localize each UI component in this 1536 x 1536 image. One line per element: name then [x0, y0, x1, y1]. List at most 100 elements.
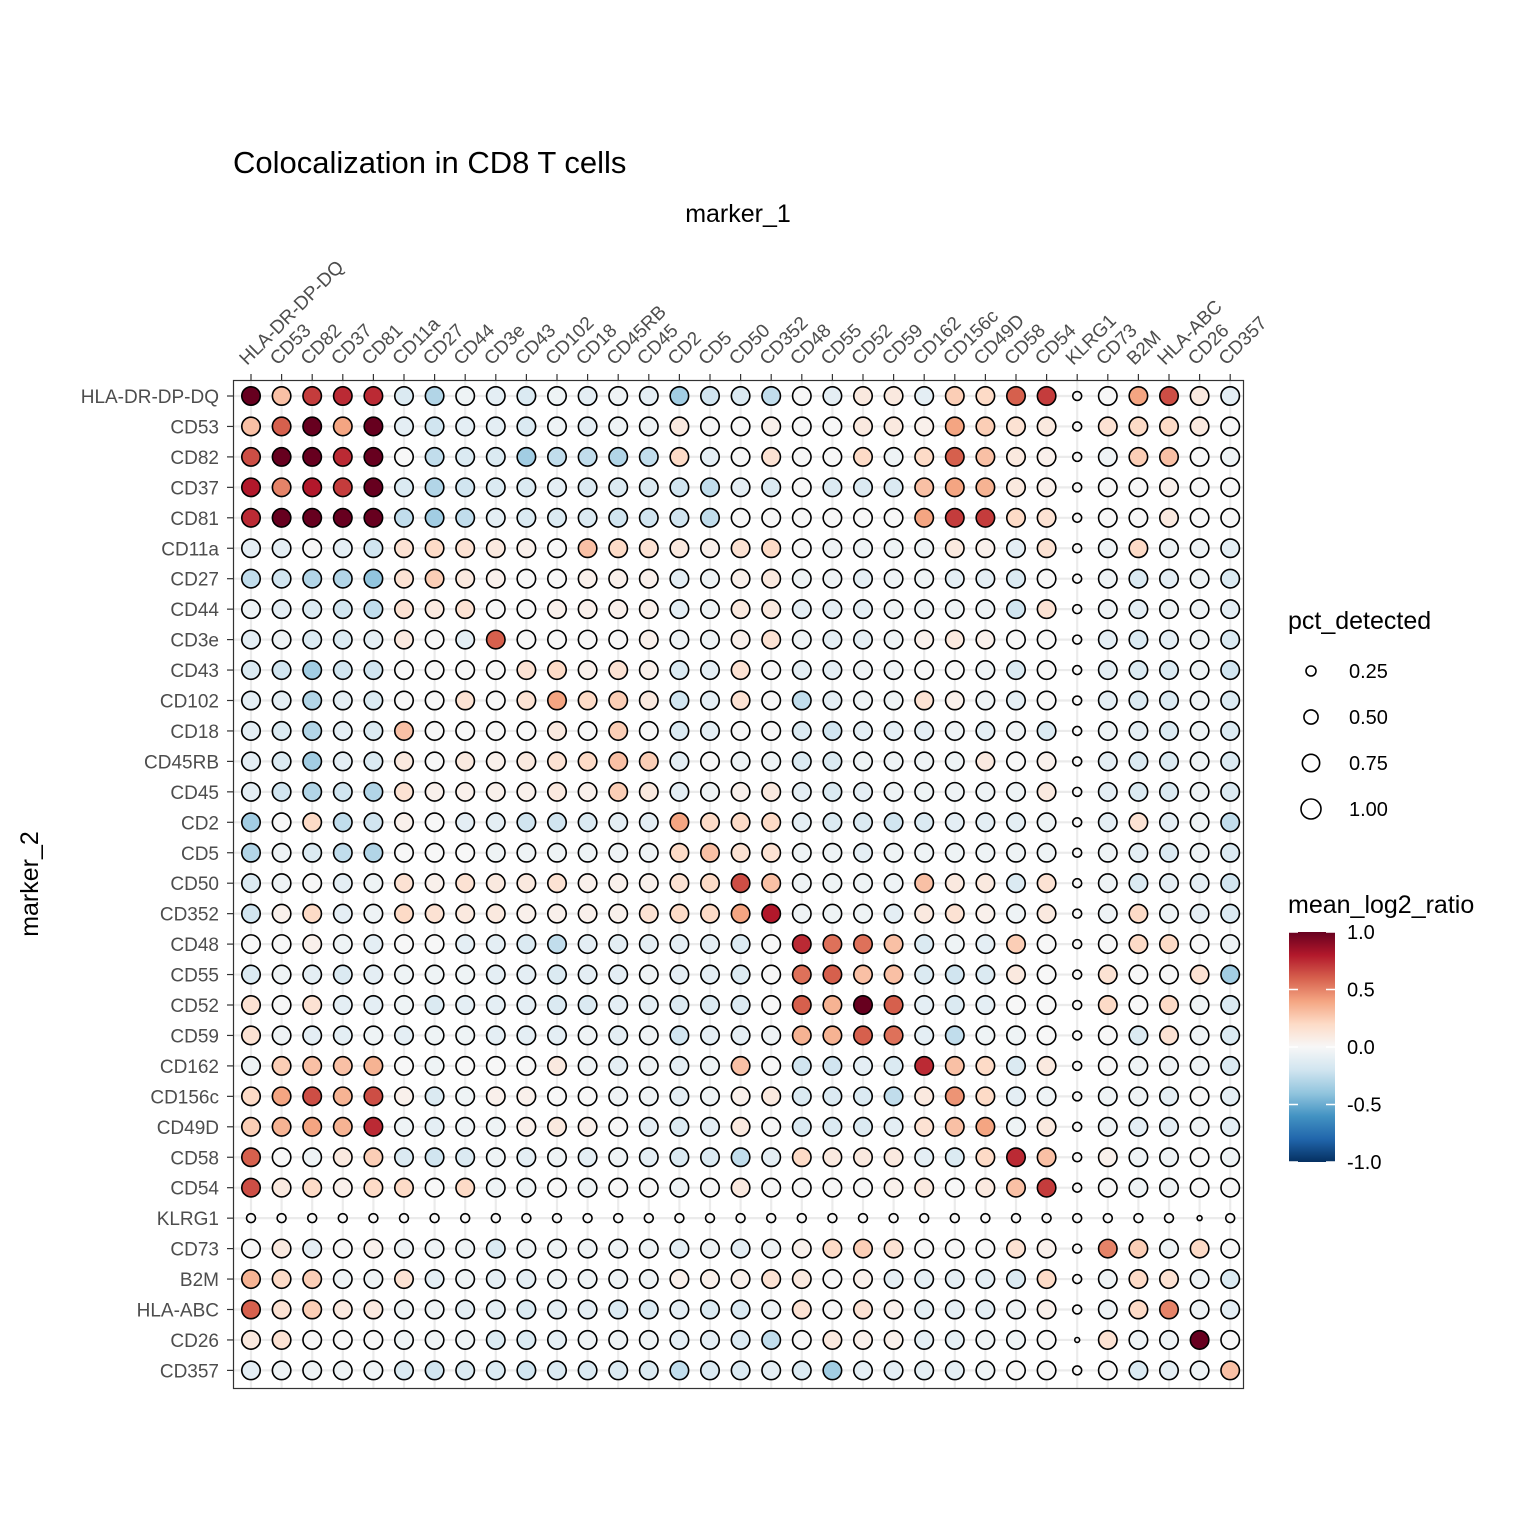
dot-CD352-CD18 [761, 720, 782, 741]
dot-CD81-CD45RB [363, 751, 384, 772]
dot-CD37-HLA-ABC [332, 1299, 353, 1320]
dot-CD48-HLA-DR-DP-DQ [791, 385, 812, 407]
dot-CD55-CD11a [822, 538, 843, 559]
dot-CD44-HLA-DR-DP-DQ [455, 385, 476, 407]
dot-CD2-CD59 [669, 1025, 690, 1046]
y-tick-label: CD43 [170, 661, 219, 682]
dot-CD54-CD82 [1036, 446, 1057, 467]
dot-CD50-CD5 [730, 842, 751, 863]
dot-CD352-CD102 [761, 690, 782, 711]
dot-CD102-CD102 [546, 690, 568, 711]
dot-CD52-CD52 [852, 994, 874, 1016]
dot-CD44-CD162 [455, 1055, 476, 1076]
dot-CD43-CD18 [516, 720, 537, 741]
dot-CD11a-CD18 [393, 720, 415, 741]
dot-CD3e-CD73 [485, 1238, 506, 1259]
dot-CD58-CD162 [1005, 1055, 1027, 1076]
dot-CD82-CD156c [302, 1086, 323, 1107]
size-legend-title: pct_detected [1288, 607, 1431, 635]
dot-CD54-B2M [1036, 1269, 1057, 1290]
dot-CD44-CD50 [455, 873, 476, 894]
dot-CD45RB-CD52 [608, 994, 629, 1016]
dot-CD26-CD48 [1189, 934, 1210, 955]
dot-CD81-CD43 [363, 660, 384, 681]
dot-HLA-DR-DP-DQ-CD156c [240, 1086, 262, 1107]
dot-CD59-CD53 [883, 416, 904, 437]
dot-HLA-DR-DP-DQ-CD45 [240, 781, 262, 802]
dot-CD3e-CD50 [485, 873, 506, 894]
dot-CD54-KLRG1 [1041, 1212, 1052, 1224]
dot-CD48-CD73 [791, 1238, 812, 1259]
y-tick-label: CD357 [160, 1361, 219, 1382]
dots-layer [240, 385, 1241, 1381]
dot-CD26-CD58 [1189, 1147, 1210, 1168]
dot-CD5-CD352 [699, 903, 721, 924]
dot-KLRG1-CD59 [1071, 1030, 1083, 1041]
dot-CD18-CD357 [577, 1360, 598, 1381]
dot-CD156c-CD54 [944, 1177, 965, 1198]
dot-B2M-CD357 [1128, 1360, 1149, 1381]
dot-CD48-CD45 [791, 781, 812, 802]
dot-CD59-CD5 [883, 842, 904, 863]
dot-CD49D-CD44 [975, 599, 996, 620]
dot-CD59-CD58 [883, 1147, 904, 1168]
dot-CD73-CD11a [1097, 538, 1118, 559]
dot-CD162-CD53 [914, 416, 935, 437]
dot-CD18-CD5 [577, 842, 598, 863]
dot-CD59-CD82 [883, 446, 904, 467]
dot-CD162-CD48 [914, 934, 935, 955]
dot-CD352-CD53 [761, 416, 782, 437]
dot-CD11a-CD55 [393, 964, 415, 985]
dot-CD45RB-HLA-DR-DP-DQ [608, 385, 629, 407]
dot-HLA-DR-DP-DQ-CD2 [240, 812, 262, 833]
dot-CD53-B2M [271, 1269, 292, 1290]
dot-CD59-CD3e [883, 629, 904, 650]
dot-HLA-ABC-HLA-DR-DP-DQ [1158, 385, 1180, 407]
dot-CD37-CD55 [332, 964, 353, 985]
dot-CD5-CD48 [699, 934, 721, 955]
dot-HLA-DR-DP-DQ-CD18 [240, 720, 262, 741]
dot-CD26-CD50 [1189, 873, 1210, 894]
dot-CD357-CD43 [1220, 660, 1241, 681]
dot-CD49D-CD82 [975, 446, 996, 467]
dot-CD352-CD156c [761, 1086, 782, 1107]
dot-CD55-CD52 [822, 994, 843, 1016]
dot-CD357-CD53 [1220, 416, 1241, 437]
dot-CD2-CD82 [669, 446, 690, 467]
dot-CD27-KLRG1 [429, 1212, 440, 1224]
dot-CD3e-CD5 [485, 842, 506, 863]
dot-HLA-DR-DP-DQ-CD352 [240, 903, 262, 924]
dot-CD54-CD156c [1036, 1086, 1057, 1107]
dot-CD81-B2M [363, 1269, 384, 1290]
dot-CD54-HLA-ABC [1036, 1299, 1057, 1320]
dot-CD53-KLRG1 [276, 1212, 287, 1224]
dot-CD156c-HLA-DR-DP-DQ [944, 385, 965, 407]
dot-CD55-CD18 [822, 720, 843, 741]
dot-CD43-CD357 [516, 1360, 537, 1381]
dot-KLRG1-KLRG1 [1071, 1212, 1083, 1224]
dot-CD43-CD59 [516, 1025, 537, 1046]
dot-CD45-CD156c [638, 1086, 659, 1107]
dot-CD81-CD5 [363, 842, 384, 863]
dot-CD82-CD58 [302, 1147, 323, 1168]
dot-CD18-CD2 [577, 812, 598, 833]
dot-CD58-CD59 [1005, 1025, 1027, 1046]
dot-CD55-CD45RB [822, 751, 843, 772]
dot-CD26-CD43 [1189, 660, 1210, 681]
dot-CD3e-CD81 [485, 507, 506, 528]
dot-CD48-CD44 [791, 599, 812, 620]
dot-CD156c-CD27 [944, 568, 965, 589]
dot-HLA-DR-DP-DQ-CD53 [240, 416, 262, 437]
dot-CD3e-CD27 [485, 568, 506, 589]
dot-B2M-HLA-ABC [1128, 1299, 1149, 1320]
dot-CD54-CD50 [1036, 873, 1057, 894]
dot-CD37-CD44 [332, 599, 353, 620]
dot-CD59-CD52 [883, 994, 904, 1016]
dot-CD52-CD27 [852, 568, 874, 589]
chart-title: Colocalization in CD8 T cells [233, 145, 626, 180]
dot-CD43-CD45RB [516, 751, 537, 772]
dot-HLA-ABC-CD156c [1158, 1086, 1180, 1107]
dot-CD52-CD82 [852, 446, 874, 467]
dot-CD49D-HLA-DR-DP-DQ [975, 385, 996, 407]
dot-CD49D-CD43 [975, 660, 996, 681]
